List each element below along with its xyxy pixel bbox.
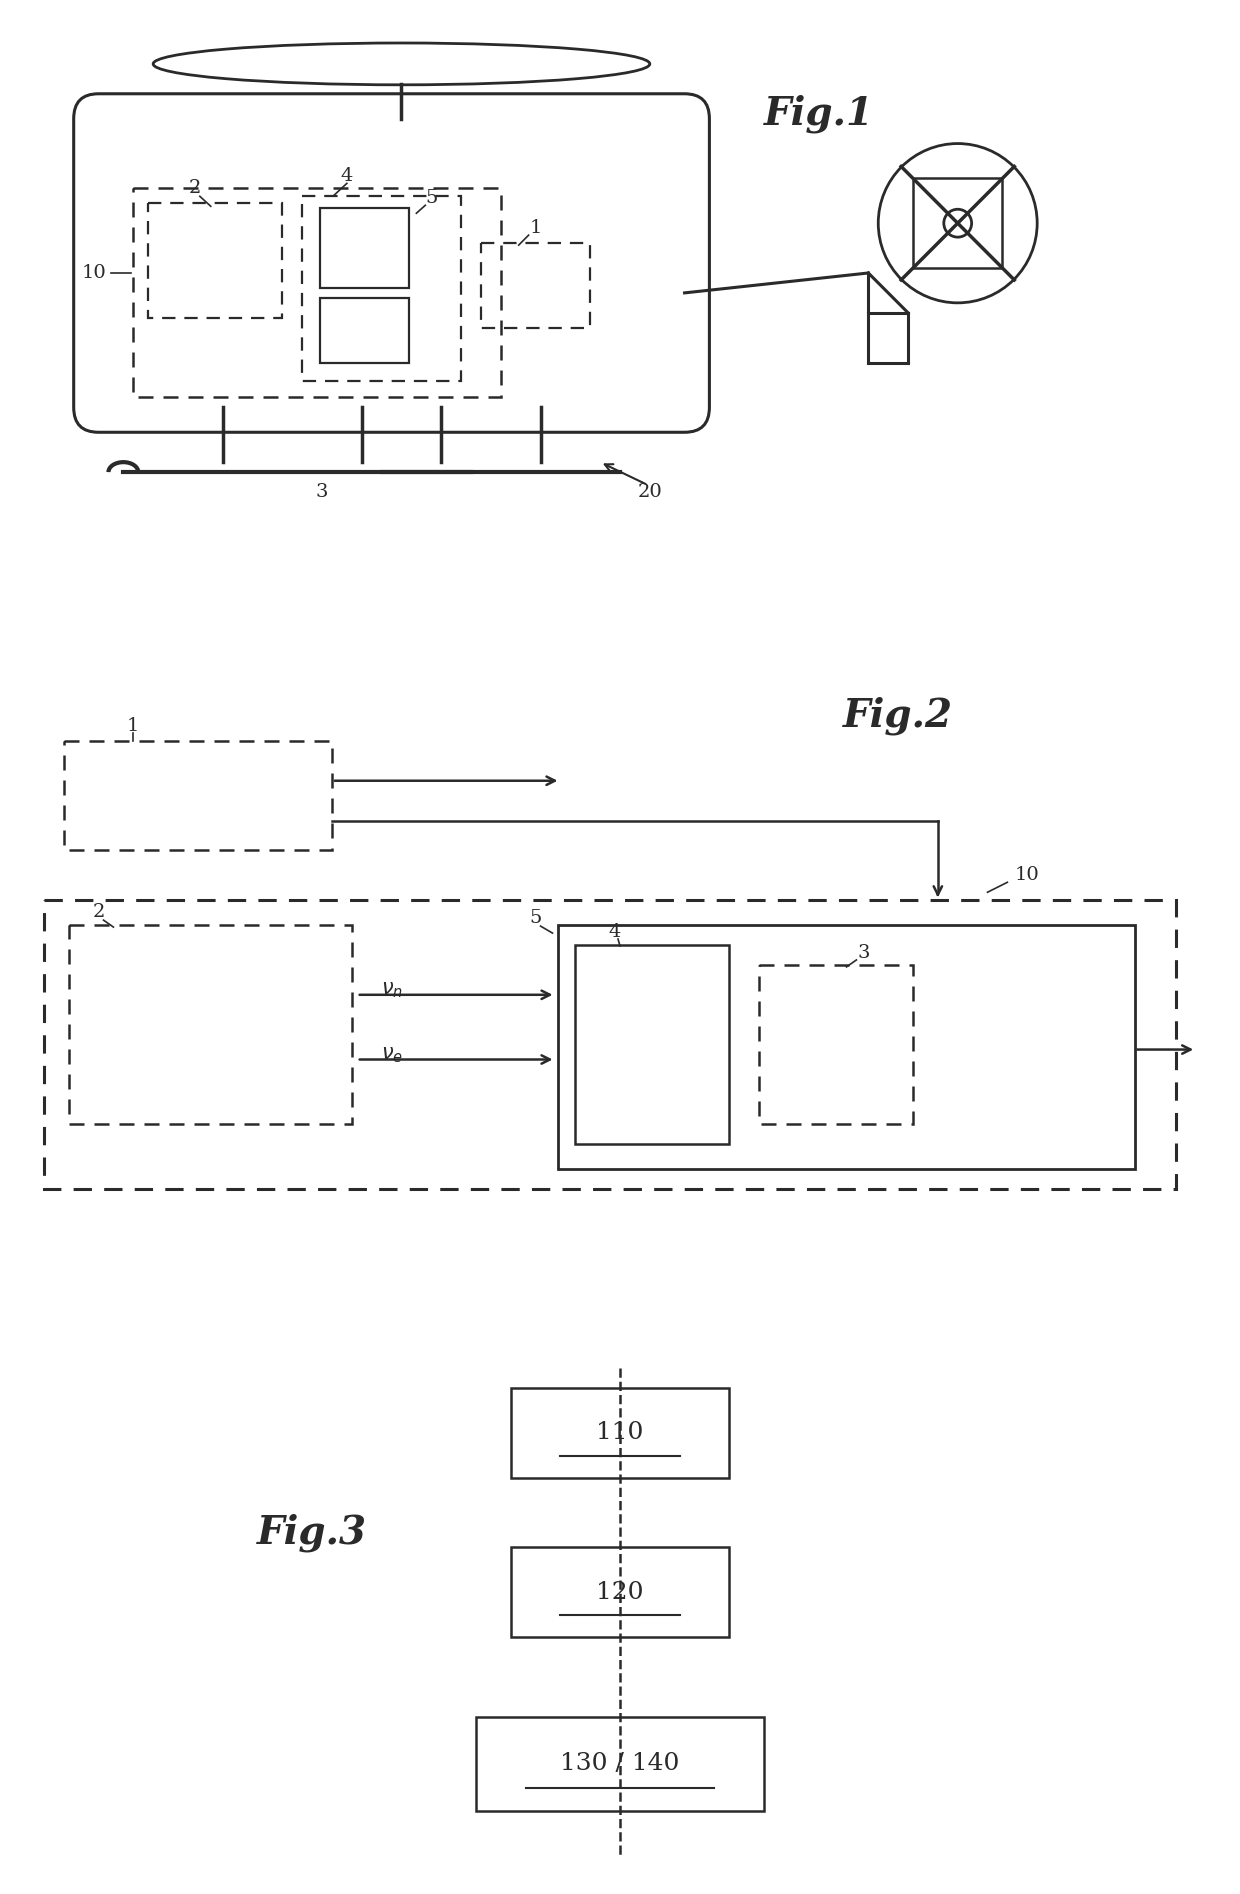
- Text: 5: 5: [529, 909, 542, 928]
- Bar: [759, 964, 913, 1125]
- Bar: [320, 297, 409, 362]
- Bar: [303, 197, 461, 381]
- Text: $\nu_n$: $\nu_n$: [381, 979, 403, 1000]
- Text: 1: 1: [128, 718, 139, 735]
- Bar: [149, 203, 283, 318]
- Bar: [320, 208, 409, 288]
- Bar: [575, 945, 729, 1144]
- Text: Fig.3: Fig.3: [257, 1513, 367, 1551]
- Bar: [481, 242, 590, 328]
- Bar: [558, 924, 1135, 1169]
- Text: 20: 20: [637, 483, 662, 502]
- Text: 5: 5: [425, 189, 438, 206]
- Text: $\nu_e$: $\nu_e$: [381, 1044, 403, 1064]
- Bar: [913, 178, 1002, 267]
- Text: 120: 120: [596, 1581, 644, 1604]
- Text: 3: 3: [316, 483, 329, 502]
- Text: 130 / 140: 130 / 140: [560, 1752, 680, 1775]
- Bar: [511, 1388, 729, 1477]
- Text: 2: 2: [188, 180, 201, 197]
- Bar: [476, 1716, 764, 1811]
- Text: Fig.1: Fig.1: [764, 95, 874, 133]
- Text: 10: 10: [81, 263, 105, 282]
- Bar: [68, 924, 352, 1125]
- Text: 1: 1: [529, 220, 542, 237]
- Text: 10: 10: [1014, 866, 1039, 884]
- Bar: [133, 188, 501, 398]
- Bar: [511, 1547, 729, 1636]
- Text: 4: 4: [609, 922, 621, 941]
- Bar: [43, 900, 1177, 1189]
- Text: 2: 2: [92, 903, 104, 920]
- Text: 3: 3: [857, 943, 869, 962]
- Text: 4: 4: [341, 167, 353, 186]
- Bar: [63, 741, 332, 850]
- Text: 110: 110: [596, 1420, 644, 1445]
- Text: Fig.2: Fig.2: [843, 697, 954, 735]
